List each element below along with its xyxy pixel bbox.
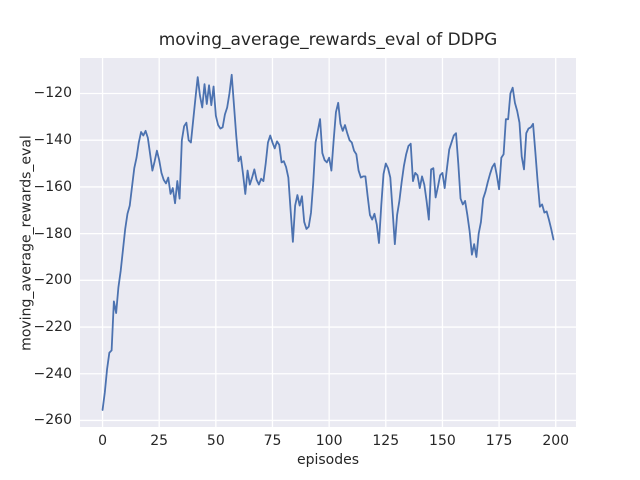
x-tick-label: 125: [372, 433, 400, 449]
x-axis-label: episodes: [296, 452, 360, 468]
y-tick-label: −140: [33, 132, 72, 149]
y-tick-label: −160: [33, 178, 72, 195]
plot-area: [80, 58, 576, 427]
x-tick-label: 100: [315, 433, 343, 449]
x-tick-label: 150: [429, 433, 456, 449]
x-tick-label: 50: [206, 433, 225, 449]
x-tick-label: 0: [98, 433, 107, 449]
y-tick-label: −180: [33, 225, 72, 242]
x-tick-label: 25: [150, 433, 169, 449]
y-tick-label: −260: [33, 412, 72, 429]
y-tick-label: −120: [33, 85, 72, 102]
y-tick-label: −220: [33, 319, 72, 336]
x-tick-label: 200: [542, 433, 570, 449]
chart-title: moving_average_rewards_eval of DDPG: [158, 30, 498, 50]
reward-line: [101, 73, 555, 411]
y-tick-label: −240: [33, 365, 72, 382]
x-tick-label: 75: [263, 433, 282, 449]
y-tick-label: −200: [33, 272, 72, 289]
x-tick-label: 175: [485, 433, 513, 449]
